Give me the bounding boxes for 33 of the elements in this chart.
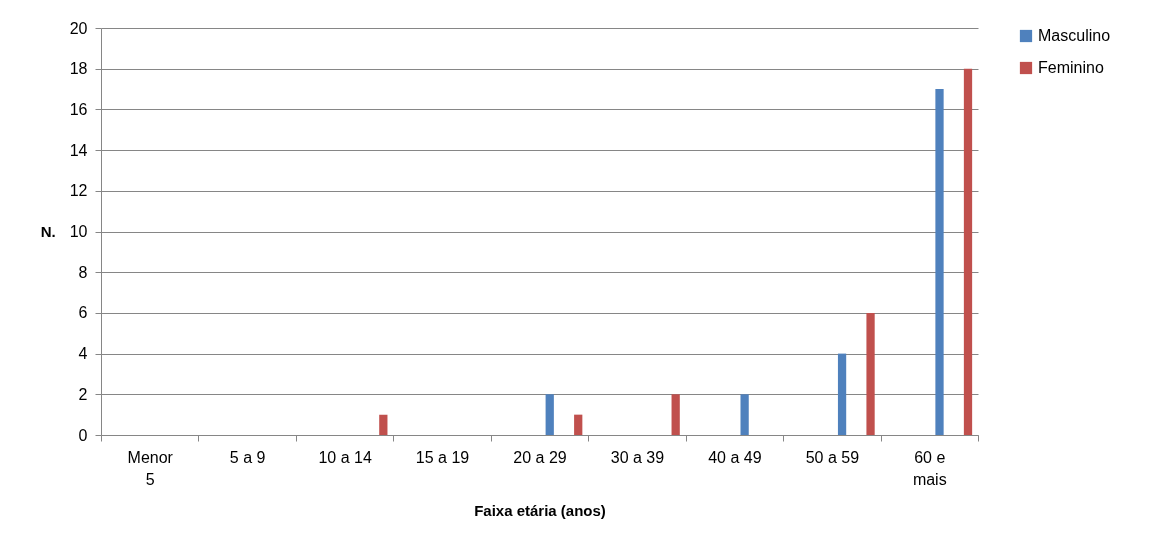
x-tick-label: 30 a 39 [610,448,665,466]
bar [740,394,749,435]
legend-label: Masculino [1038,27,1111,44]
x-tick-label: 5 a 9 [229,448,266,466]
y-tick-label: 2 [78,385,88,403]
bar [866,312,875,435]
y-tick-label: 18 [69,60,88,78]
bar [545,394,554,435]
x-tick-label: 15 a 19 [415,448,470,466]
y-tick-label: 14 [69,141,88,159]
x-tick-label: Menor 5 [127,448,174,488]
x-tick-label: 20 a 29 [513,448,567,466]
x-axis-title: Faixa etária (anos) [474,501,606,519]
y-tick-label: 20 [69,19,88,37]
x-tick-label: 40 a 49 [708,448,762,466]
x-tick-label: 10 a 14 [318,448,372,466]
bar [379,414,388,435]
y-tick-label: 8 [78,263,88,281]
y-tick-label: 0 [78,426,88,444]
x-tick-label: 50 a 59 [805,448,860,466]
x-tick-label: 60 e mais [912,448,947,488]
y-tick-label: 6 [78,304,88,322]
bar [574,414,583,435]
y-axis-title: N. [40,222,56,240]
bar [963,68,973,435]
legend-label: Feminino [1038,59,1104,76]
y-tick-label: 12 [69,182,88,200]
y-tick-label: 16 [69,100,88,118]
bar [935,89,944,435]
y-tick-label: 10 [69,223,88,240]
bar [837,353,847,435]
bar [671,394,680,435]
y-tick-label: 4 [78,345,88,363]
